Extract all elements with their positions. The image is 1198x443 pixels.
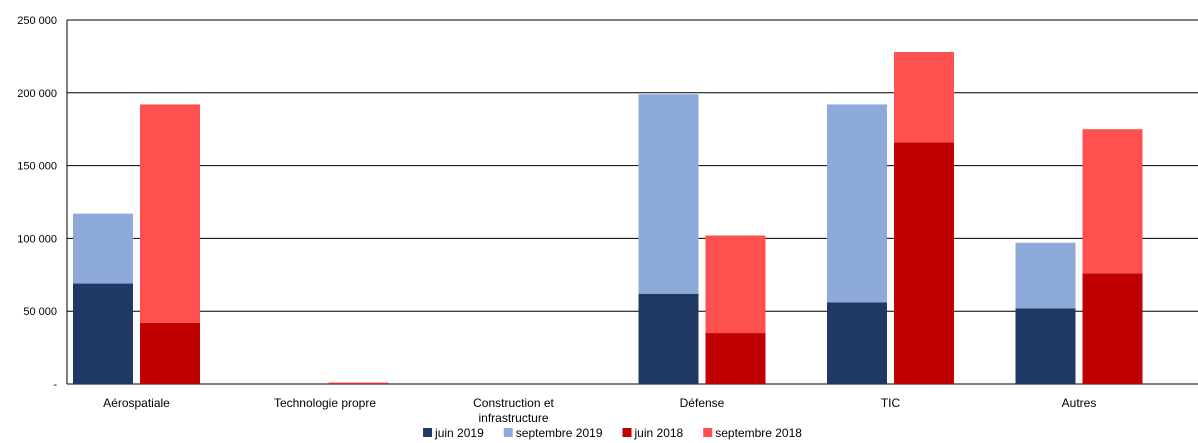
legend-swatch [703, 428, 713, 437]
category-label: Aérospatiale [103, 396, 170, 410]
bar-juin-2019-tic [827, 302, 887, 384]
legend-item-septembre-2018: septembre 2018 [703, 426, 802, 440]
legend-swatch [503, 428, 513, 437]
bar-septembre-2019-autres [1015, 242, 1076, 309]
x-axis-categories: Aérospatiale Technologie propre Constructi… [103, 396, 1096, 425]
bar-septembre-2018-defense [705, 235, 766, 334]
legend-item-septembre-2019: septembre 2019 [503, 426, 603, 440]
bar-septembre-2018-aerospatiale [140, 104, 200, 323]
gridlines [66, 19, 1198, 385]
y-tick-label: 50 000 [23, 306, 57, 318]
category-label: Technologie propre [274, 396, 376, 410]
bars [73, 52, 1143, 384]
legend-swatch [423, 428, 433, 437]
bar-septembre-2018-autres [1082, 129, 1143, 274]
legend-item-juin-2018: juin 2018 [622, 426, 684, 440]
bar-septembre-2019-tic [827, 104, 887, 303]
legend-label: septembre 2018 [715, 426, 802, 440]
legend-label: septembre 2019 [516, 426, 603, 440]
bar-septembre-2018-tic [894, 52, 954, 143]
bar-septembre-2019-aerospatiale [73, 213, 133, 284]
category-label: Autres [1062, 396, 1097, 410]
bar-septembre-2018-technologie-propre [328, 382, 389, 384]
bar-juin-2019-defense [638, 293, 699, 384]
y-tick-label: 200 000 [17, 88, 57, 100]
legend: juin 2019 septembre 2019 juin 2018 septembr… [423, 426, 802, 440]
category-label: Construction et infrastructure [473, 396, 554, 425]
bar-juin-2018-defense [705, 333, 766, 384]
bar-juin-2019-aerospatiale [73, 283, 133, 384]
bar-juin-2018-aerospatiale [140, 322, 200, 384]
bar-juin-2018-autres [1082, 273, 1143, 384]
legend-label: juin 2018 [634, 426, 684, 440]
y-tick-label: 250 000 [17, 15, 57, 27]
bar-juin-2018-tic [894, 142, 954, 384]
category-label: TIC [881, 396, 901, 410]
legend-item-juin-2019: juin 2019 [423, 426, 484, 440]
bar-septembre-2019-defense [638, 94, 699, 294]
legend-label: juin 2019 [434, 426, 484, 440]
y-axis-ticks: - 50 000 100 000 150 000 200 000 250 000 [17, 15, 57, 391]
bar-juin-2019-autres [1015, 308, 1076, 384]
y-tick-label: 100 000 [17, 233, 57, 245]
y-tick-label: 150 000 [17, 161, 57, 173]
y-tick-label: - [53, 379, 57, 391]
legend-swatch [622, 428, 632, 437]
category-label: Défense [680, 396, 725, 410]
